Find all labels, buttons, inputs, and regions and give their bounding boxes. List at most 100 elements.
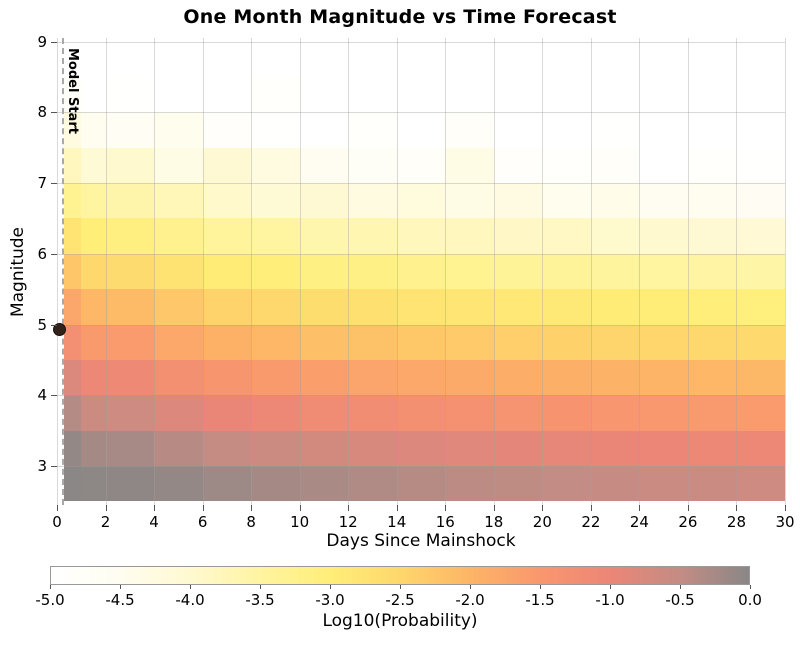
- heatmap-cell: [348, 183, 397, 219]
- colorbar-tick: [260, 585, 261, 589]
- colorbar-tick: [330, 585, 331, 589]
- gridline-vertical: [251, 38, 253, 505]
- heatmap-cell: [542, 218, 591, 254]
- heatmap-cell: [445, 359, 494, 396]
- heatmap-cell: [64, 147, 82, 184]
- heatmap-cell: [493, 253, 543, 290]
- heatmap-cell: [64, 253, 82, 290]
- gridline-horizontal: [57, 183, 785, 185]
- heatmap-cell: [348, 430, 397, 467]
- heatmap-cell: [736, 430, 785, 467]
- heatmap-cell: [590, 183, 640, 219]
- gridline-horizontal: [57, 112, 785, 114]
- heatmap-cell: [590, 466, 640, 502]
- heatmap-cell: [299, 253, 349, 290]
- gridline-vertical: [57, 38, 58, 505]
- heatmap-cell: [639, 112, 688, 148]
- heatmap-cell: [202, 183, 252, 219]
- heatmap-cell: [64, 395, 82, 431]
- heatmap-cell: [687, 395, 737, 431]
- heatmap-cell: [202, 324, 252, 360]
- heatmap-cell: [639, 430, 688, 467]
- x-axis-tick-label: 20: [532, 513, 552, 531]
- heatmap-cell: [590, 289, 640, 325]
- colorbar-tick: [190, 585, 191, 589]
- y-axis-tick: [51, 253, 57, 255]
- heatmap-cell: [396, 147, 446, 184]
- heatmap-cell: [687, 359, 737, 396]
- x-axis-tick: [154, 505, 156, 511]
- x-axis-tick: [785, 505, 786, 511]
- heatmap-cell: [736, 183, 785, 219]
- gridline-horizontal: [57, 41, 785, 43]
- heatmap-cell: [736, 359, 785, 396]
- heatmap-cell: [639, 76, 688, 113]
- gridline-horizontal: [57, 253, 785, 255]
- heatmap-cell: [105, 359, 155, 396]
- heatmap-cell: [396, 359, 446, 396]
- heatmap-cell: [687, 112, 737, 148]
- gridline-vertical: [542, 38, 544, 505]
- heatmap-cell: [251, 218, 300, 254]
- heatmap-cell: [736, 112, 785, 148]
- heatmap-cell: [299, 359, 349, 396]
- heatmap-cell: [590, 359, 640, 396]
- heatmap-cell: [154, 218, 203, 254]
- heatmap-cell: [81, 324, 106, 360]
- heatmap-cell: [736, 324, 785, 360]
- x-axis-tick: [105, 505, 107, 511]
- heatmap-cell: [639, 41, 688, 77]
- heatmap-cell: [687, 324, 737, 360]
- colorbar-tick-label: -4.5: [105, 591, 135, 609]
- gridline-vertical: [445, 38, 447, 505]
- heatmap-cell: [445, 466, 494, 502]
- heatmap-cell: [348, 41, 397, 77]
- heatmap-cell: [202, 289, 252, 325]
- heatmap-cell: [542, 289, 591, 325]
- heatmap-cell: [396, 183, 446, 219]
- y-axis-tick: [51, 395, 57, 397]
- heatmap-cell: [81, 466, 106, 502]
- x-axis-tick: [493, 505, 495, 511]
- chart-title: One Month Magnitude vs Time Forecast: [183, 6, 617, 28]
- heatmap-cell: [493, 466, 543, 502]
- heatmap-cell: [154, 253, 203, 290]
- x-axis-tick: [736, 505, 738, 511]
- x-axis-tick-label: 28: [726, 513, 746, 531]
- heatmap-cell: [64, 112, 82, 148]
- heatmap-cell: [542, 112, 591, 148]
- heatmap-cell: [81, 289, 106, 325]
- plot-area: Model Start: [52, 38, 786, 505]
- gridline-horizontal: [57, 395, 785, 397]
- heatmap-cell: [348, 112, 397, 148]
- heatmap-cell: [590, 430, 640, 467]
- heatmap-cell: [251, 41, 300, 77]
- y-axis-tick: [51, 466, 57, 468]
- heatmap-cell: [590, 218, 640, 254]
- gridline-horizontal: [57, 324, 785, 326]
- x-axis-tick-label: 8: [246, 513, 256, 531]
- heatmap-cell: [105, 253, 155, 290]
- heatmap-cell: [64, 76, 82, 113]
- heatmap-cell: [542, 41, 591, 77]
- heatmap-cell: [639, 324, 688, 360]
- heatmap-cell: [105, 430, 155, 467]
- heatmap-cell: [493, 430, 543, 467]
- x-axis-tick: [542, 505, 544, 511]
- x-axis-tick: [348, 505, 350, 511]
- x-axis-tick-label: 12: [338, 513, 358, 531]
- heatmap-cell: [396, 430, 446, 467]
- heatmap-cell: [64, 289, 82, 325]
- colorbar-tick: [400, 585, 401, 589]
- heatmap-cell: [251, 112, 300, 148]
- heatmap-cell: [251, 466, 300, 502]
- colorbar-tick-label: -5.0: [35, 591, 65, 609]
- heatmap-cell: [542, 466, 591, 502]
- heatmap-cell: [299, 395, 349, 431]
- heatmap-cell: [348, 253, 397, 290]
- heatmap-cell: [445, 112, 494, 148]
- x-axis-tick-label: 10: [290, 513, 310, 531]
- heatmap-cell: [590, 147, 640, 184]
- heatmap-cell: [590, 76, 640, 113]
- heatmap-cell: [639, 359, 688, 396]
